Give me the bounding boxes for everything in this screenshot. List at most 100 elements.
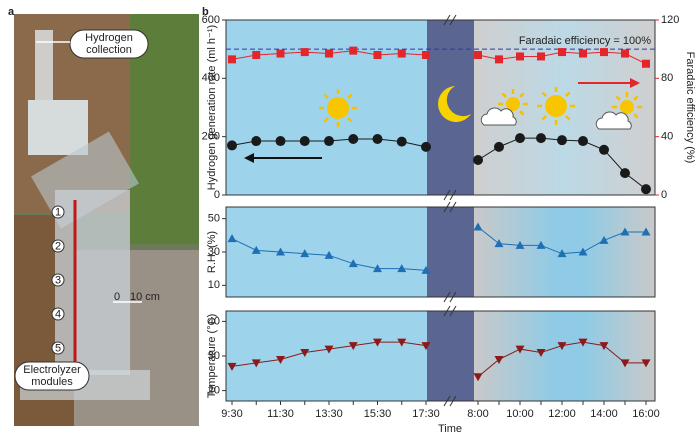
sun-ray: [323, 93, 329, 99]
marker: [275, 136, 286, 147]
callout-text: Hydrogen collection: [85, 32, 133, 56]
marker: [473, 222, 483, 231]
axis-break: [443, 189, 451, 201]
sun-ray: [519, 92, 525, 98]
module-marker: [51, 239, 65, 253]
axis-break: [449, 14, 457, 26]
module-number: 1: [55, 206, 61, 218]
module-number: 4: [55, 308, 61, 320]
cloud: [595, 111, 632, 130]
y-tick-label: 200: [202, 131, 220, 143]
marker: [373, 51, 382, 59]
sun-ray: [633, 113, 639, 119]
axis-break: [443, 395, 451, 407]
marker: [325, 49, 333, 58]
marker: [348, 134, 359, 144]
marker: [599, 342, 609, 351]
marker: [227, 140, 237, 151]
background-night: [427, 20, 474, 195]
sun: [506, 97, 520, 111]
x-tick-label: 15:30: [364, 408, 392, 420]
marker: [397, 264, 407, 273]
cloud: [480, 107, 517, 126]
sun: [327, 97, 349, 119]
marker: [299, 136, 310, 147]
sun-ray: [541, 91, 547, 97]
module-marker: [51, 307, 65, 321]
x-tick-label: 11:30: [267, 408, 294, 420]
y2-tick-label: 0: [661, 189, 667, 201]
y-tick-label: 30: [208, 246, 220, 258]
marker: [495, 55, 503, 64]
marker: [536, 349, 546, 358]
marker: [300, 48, 309, 57]
module-number: 2: [55, 240, 61, 252]
marker: [642, 59, 650, 68]
axis-break: [449, 189, 457, 201]
marker: [473, 155, 483, 165]
axis-break: [449, 201, 457, 213]
y-tick-label: 10: [208, 279, 220, 291]
sun: [545, 95, 567, 117]
marker: [397, 49, 406, 58]
marker: [600, 48, 608, 57]
background-day: [226, 311, 427, 401]
axis-break: [449, 291, 457, 303]
y-tick-label: 30: [208, 350, 220, 362]
scale-label: 10 cm: [130, 291, 160, 303]
y-axis-label: Hydrogen generation rate (ml h⁻¹): [206, 25, 218, 190]
y-tick-label: 20: [208, 385, 220, 397]
marker: [578, 247, 588, 256]
x-tick-label: 8:00: [467, 408, 488, 420]
marker: [621, 49, 629, 58]
axis-break: [443, 201, 451, 213]
module-marker: [51, 273, 65, 287]
background-night: [427, 311, 474, 401]
marker: [620, 168, 630, 179]
x-tick-label: 17:30: [412, 408, 440, 420]
y-tick-label: 50: [208, 213, 220, 225]
panel-label: b: [202, 6, 209, 18]
sun-ray: [565, 91, 571, 97]
marker: [227, 234, 237, 243]
marker: [251, 245, 261, 254]
x-tick-label: 14:00: [590, 408, 618, 420]
module-marker: [51, 205, 65, 219]
marker: [536, 240, 546, 249]
sun-ray: [633, 95, 639, 101]
marker: [558, 48, 566, 57]
marker: [300, 249, 310, 258]
marker: [396, 136, 407, 147]
sun-ray: [347, 93, 353, 99]
marker: [276, 355, 285, 364]
x-tick-label: 10:00: [506, 408, 534, 420]
background-day: [226, 20, 427, 195]
marker: [422, 51, 430, 59]
marker: [324, 250, 334, 259]
axis-break: [443, 14, 451, 26]
y2-tick-label: 80: [661, 72, 673, 84]
marker: [474, 51, 482, 59]
marker: [537, 52, 545, 61]
arrowhead: [630, 78, 640, 88]
marker: [578, 136, 588, 147]
marker: [579, 49, 587, 58]
marker: [620, 359, 630, 368]
marker: [251, 359, 261, 368]
y-axis-label: Temperature (°C): [206, 314, 218, 398]
x-tick-label: 16:00: [632, 408, 660, 420]
module-number: 5: [55, 342, 61, 354]
marker: [252, 51, 261, 59]
sun-ray: [565, 115, 571, 121]
axis-break: [449, 305, 457, 317]
marker: [473, 373, 483, 382]
marker: [599, 235, 609, 244]
marker: [397, 338, 407, 347]
marker: [421, 342, 431, 351]
marker: [515, 345, 525, 354]
sun-ray: [615, 95, 621, 101]
marker: [348, 259, 358, 268]
module-marker: [51, 341, 65, 355]
marker: [641, 359, 651, 368]
